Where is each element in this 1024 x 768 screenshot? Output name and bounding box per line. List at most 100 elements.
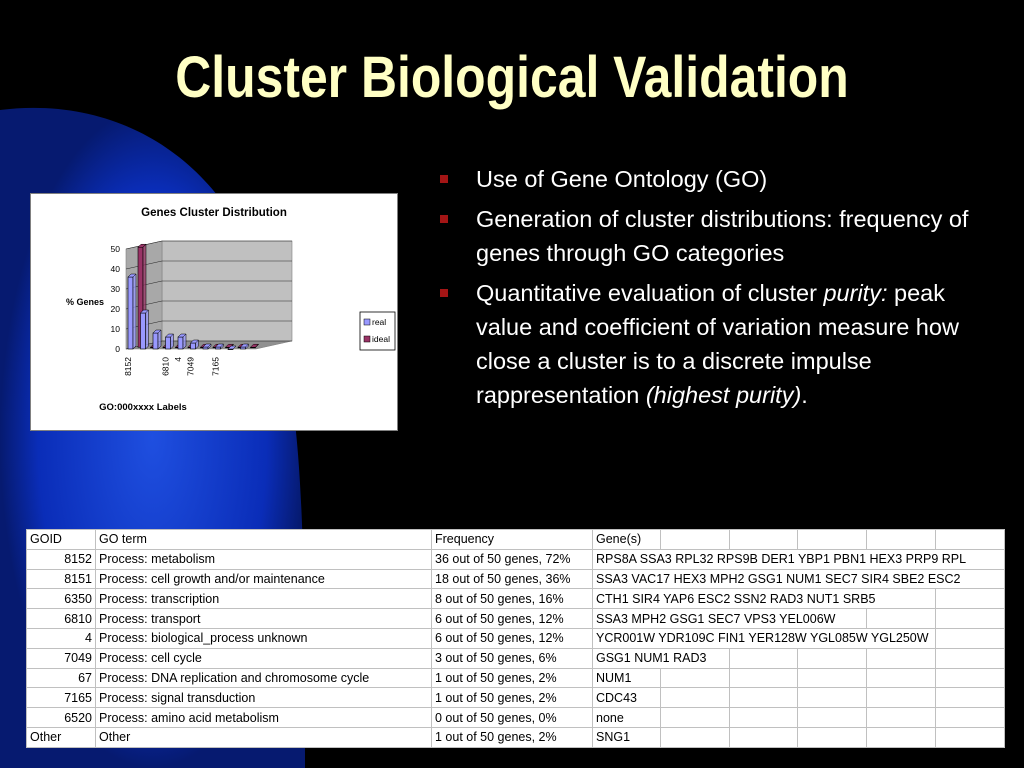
table-empty-cell — [935, 667, 1005, 689]
bar-real — [177, 336, 184, 350]
table-cell: RPS8A SSA3 RPL32 RPS9B DER1 YBP1 PBN1 HE… — [592, 548, 1005, 570]
legend-label-ideal: ideal — [372, 334, 390, 344]
table-cell: Process: cell growth and/or maintenance — [95, 568, 432, 590]
gridline — [125, 240, 292, 250]
table-empty-cell — [866, 687, 936, 709]
x-axis-label: GO:000xxxx Labels — [99, 402, 187, 413]
table-row: 7049 Process: cell cycle 3 out of 50 genes… — [26, 647, 1005, 669]
y-tick-label: 30 — [111, 284, 121, 294]
legend-label-real: real — [372, 317, 386, 327]
x-tick-label: 7049 — [186, 357, 196, 376]
bar-real-side — [195, 339, 199, 350]
table-cell: 1 out of 50 genes, 2% — [431, 667, 593, 689]
table-cell: 1 out of 50 genes, 2% — [431, 726, 593, 748]
chart-panel: Genes Cluster Distribution % Genes GO:00… — [30, 193, 398, 431]
table-cell: 67 — [26, 667, 96, 689]
bar-real-side — [207, 343, 212, 350]
bullet-text: Quantitative evaluation of cluster — [476, 280, 824, 306]
bullet-item: Use of Gene Ontology (GO) — [438, 162, 998, 196]
table-row: Other Other 1 out of 50 genes, 2% SNG1 — [26, 726, 1005, 748]
table-header-cell: GOID — [26, 529, 96, 550]
bar-real — [140, 312, 146, 350]
x-tick-label: 4 — [173, 357, 183, 362]
table-empty-cell — [866, 529, 936, 550]
x-tick-label: 7165 — [211, 357, 221, 376]
table-empty-cell — [866, 647, 936, 669]
table-cell: Other — [95, 726, 432, 748]
legend-swatch-real — [363, 318, 371, 326]
bullet-text: Generation of cluster distributions: fre… — [476, 206, 969, 266]
table-empty-cell — [797, 667, 867, 689]
table-empty-cell — [935, 588, 1005, 610]
table-cell: CDC43 — [592, 687, 661, 709]
table-empty-cell — [935, 529, 1005, 550]
table-empty-cell — [866, 667, 936, 689]
table-empty-cell — [935, 627, 1005, 649]
table-cell: 8 out of 50 genes, 16% — [431, 588, 593, 610]
bullet-item: Quantitative evaluation of cluster purit… — [438, 276, 998, 412]
bullet-list: Use of Gene Ontology (GO) Generation of … — [438, 162, 998, 418]
table-cell: Process: DNA replication and chromosome … — [95, 667, 432, 689]
y-tick-label: 20 — [111, 304, 121, 314]
bar-real-side — [157, 329, 162, 350]
table-cell: 8151 — [26, 568, 96, 590]
y-tick-label: 0 — [115, 344, 120, 354]
table-row: 67 Process: DNA replication and chromosom… — [26, 667, 1005, 689]
table-cell: 6350 — [26, 588, 96, 610]
y-axis-label: % Genes — [66, 297, 104, 307]
table-cell: 4 — [26, 627, 96, 649]
bar-real — [215, 346, 221, 350]
table-header-cell: Gene(s) — [592, 529, 661, 550]
table-cell: SSA3 MPH2 GSG1 SEC7 VPS3 YEL006W — [592, 608, 867, 629]
table-cell: Process: transcription — [95, 588, 432, 610]
table-cell: 7165 — [26, 687, 96, 709]
bullet-text: . — [801, 382, 808, 408]
table-row: 8152 Process: metabolism 36 out of 50 gene… — [26, 548, 1005, 570]
table-cell: none — [592, 707, 661, 728]
table-row: 4 Process: biological_process unknown 6 ou… — [26, 627, 1005, 649]
table-row: 8151 Process: cell growth and/or maintena… — [26, 568, 1005, 590]
table-empty-cell — [660, 726, 730, 748]
table-cell: Process: amino acid metabolism — [95, 707, 432, 728]
bullet-square-icon — [440, 175, 448, 183]
table-empty-cell — [729, 667, 798, 689]
y-tick-label: 10 — [111, 324, 121, 334]
table-row: 7165 Process: signal transduction 1 out of… — [26, 687, 1005, 709]
table-row: 6810 Process: transport 6 out of 50 genes,… — [26, 608, 1005, 629]
bar-real-side — [232, 345, 237, 350]
table-cell: SSA3 VAC17 HEX3 MPH2 GSG1 NUM1 SEC7 SIR4… — [592, 568, 1005, 590]
table-cell: NUM1 — [592, 667, 661, 689]
table-empty-cell — [797, 687, 867, 709]
table-cell: Process: cell cycle — [95, 647, 432, 669]
table-empty-cell — [935, 608, 1005, 629]
bar-ideal-side — [255, 344, 259, 348]
table-cell: 18 out of 50 genes, 36% — [431, 568, 593, 590]
table-empty-cell — [660, 667, 730, 689]
bar-real — [202, 346, 209, 350]
legend-swatch-ideal — [363, 335, 371, 343]
table-cell: CTH1 SIR4 YAP6 ESC2 SSN2 RAD3 NUT1 SRB5 — [592, 588, 936, 610]
bullet-emphasis: purity: — [823, 280, 888, 306]
bullet-square-icon — [440, 215, 448, 223]
bar-real — [127, 276, 134, 350]
bar-real-side — [182, 333, 187, 350]
table-cell: 6 out of 50 genes, 12% — [431, 627, 593, 649]
bar-real-side — [132, 273, 137, 350]
bar-real-side — [245, 343, 249, 350]
table-empty-cell — [660, 529, 730, 550]
table-cell: YCR001W YDR109C FIN1 YER128W YGL085W YGL… — [592, 627, 936, 649]
bar-real-side — [170, 333, 174, 350]
table-row: 6520 Process: amino acid metabolism 0 out … — [26, 707, 1005, 728]
table-empty-cell — [797, 726, 867, 748]
table-cell: 6810 — [26, 608, 96, 629]
x-tick-label: 8152 — [123, 357, 133, 376]
table-cell: Process: biological_process unknown — [95, 627, 432, 649]
x-tick-label: 6810 — [161, 357, 171, 376]
table-cell: 3 out of 50 genes, 6% — [431, 647, 593, 669]
bar-chart: Genes Cluster Distribution % Genes GO:00… — [66, 207, 396, 413]
table-header-cell: Frequency — [431, 529, 593, 550]
chart-title: Genes Cluster Distribution — [141, 207, 287, 219]
y-tick-label: 50 — [111, 244, 121, 254]
table-cell: Process: metabolism — [95, 548, 432, 570]
table-header-cell: GO term — [95, 529, 432, 550]
